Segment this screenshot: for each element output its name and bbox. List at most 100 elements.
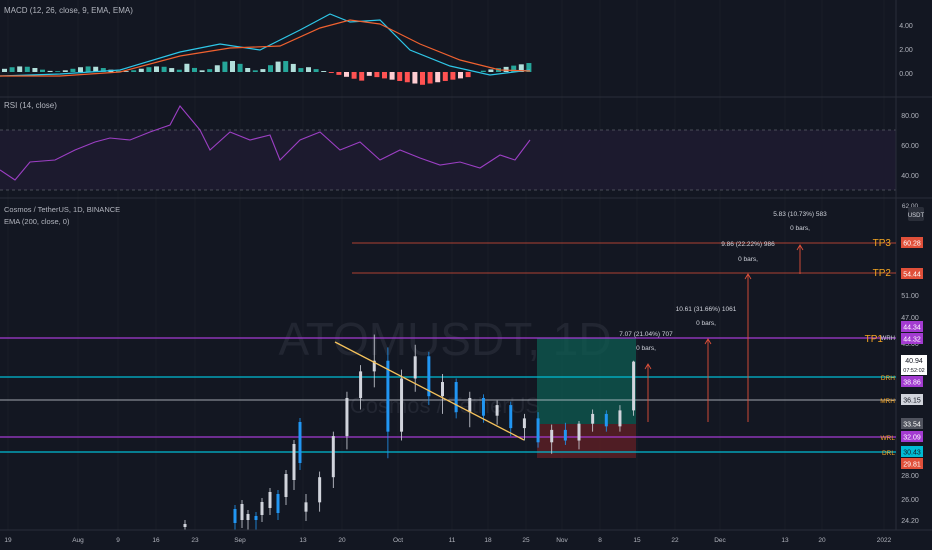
- candle-body: [268, 492, 272, 508]
- current-price: 40.94: [905, 358, 923, 365]
- rsi-title: RSI (14, close): [4, 101, 57, 110]
- macd-hist-bar: [146, 67, 152, 72]
- candle-body: [563, 429, 567, 441]
- candle-body: [522, 418, 526, 429]
- macd-hist-bar: [138, 68, 144, 72]
- tp3-price: 60.28: [903, 241, 921, 248]
- drh-price-badge: [901, 376, 923, 387]
- macd-hist-bar: [306, 67, 311, 72]
- arrow-4[interactable]: [796, 244, 804, 274]
- wrl-price-badge: [901, 431, 923, 442]
- wrh-tag: WRH: [881, 336, 895, 342]
- candle-body: [276, 494, 280, 513]
- measure-label-2a: 9.86 (22.22%) 986: [721, 241, 775, 248]
- candle-body: [331, 436, 335, 478]
- macd-tick-2: 2.00: [899, 47, 913, 54]
- price-title: Cosmos / TetherUS, 1D, BINANCE: [4, 205, 120, 214]
- drl-price: 30.43: [903, 450, 921, 457]
- macd-hist-bar: [366, 72, 372, 76]
- time-tick-9: 11: [449, 537, 456, 544]
- macd-hist-bar: [351, 72, 357, 79]
- macd-panel[interactable]: [0, 13, 532, 85]
- macd-hist-bar: [40, 69, 45, 72]
- profit-zone[interactable]: [537, 338, 636, 424]
- candle-body: [372, 360, 376, 372]
- time-tick-8: Oct: [393, 537, 403, 544]
- tp1-price: 44.32: [903, 337, 921, 344]
- candle-body: [246, 514, 250, 520]
- stop-price-badge: [901, 458, 923, 469]
- candle-body: [183, 524, 187, 527]
- macd-hist-bar: [230, 61, 235, 72]
- candle-body: [260, 502, 264, 515]
- currency-badge[interactable]: [908, 207, 924, 221]
- macd-hist-bar: [85, 66, 91, 72]
- macd-hist-bar: [450, 72, 456, 80]
- macd-hist-bar: [161, 66, 167, 72]
- time-tick-15: 22: [671, 537, 679, 544]
- macd-hist-bar: [78, 67, 83, 72]
- current-price-badge: [901, 355, 927, 375]
- macd-hist-bar: [359, 72, 365, 81]
- measure-label-1b: 0 bars,: [790, 225, 810, 232]
- macd-hist-bar: [93, 66, 99, 72]
- macd-hist-bar: [442, 72, 448, 81]
- candle-body: [386, 360, 390, 432]
- candle-body: [413, 356, 417, 379]
- time-tick-0: 19: [4, 537, 12, 544]
- macd-hist-bar: [275, 61, 281, 72]
- tp2-price: 54.44: [903, 272, 921, 279]
- time-tick-17: 13: [781, 537, 789, 544]
- macd-hist-bar: [55, 71, 61, 72]
- macd-hist-bar: [465, 72, 471, 78]
- time-tick-10: 18: [484, 537, 492, 544]
- macd-tick-1: 4.00: [899, 23, 913, 30]
- time-tick-11: 25: [522, 537, 530, 544]
- watermark-name: Cosmos / TetherUS: [350, 393, 540, 418]
- tp3-price-badge: [901, 237, 923, 248]
- drl-price-badge: [901, 446, 923, 457]
- time-tick-14: 15: [633, 537, 641, 544]
- macd-hist-bar: [169, 68, 175, 72]
- signal-line: [0, 19, 531, 77]
- rsi-panel[interactable]: [0, 105, 531, 181]
- candle-body: [345, 397, 349, 437]
- macd-hist-bar: [283, 61, 289, 72]
- macd-hist-bar: [382, 72, 387, 79]
- price-tick-2: 51.00: [901, 293, 919, 300]
- arrow-1[interactable]: [644, 363, 652, 422]
- candle-body: [304, 502, 308, 512]
- macd-hist-bar: [420, 72, 425, 85]
- mrh-price: 36.15: [903, 398, 921, 405]
- macd-hist-bar: [9, 67, 15, 72]
- time-tick-6: 13: [299, 537, 307, 544]
- time-tick-18: 20: [818, 537, 826, 544]
- macd-hist-bar: [488, 69, 494, 72]
- trend-line[interactable]: [334, 341, 525, 441]
- candle-body: [632, 361, 636, 411]
- macd-hist-bar: [62, 70, 68, 72]
- macd-hist-bar: [458, 72, 463, 79]
- tp1-tag: TP1: [865, 334, 884, 345]
- measure-label-3b: 0 bars,: [696, 320, 716, 327]
- candle-body: [400, 378, 404, 432]
- measure-label-4b: 0 bars,: [636, 345, 656, 352]
- measure-arrows[interactable]: [644, 244, 804, 422]
- candles-layer[interactable]: [183, 334, 636, 530]
- arrow-2[interactable]: [704, 338, 712, 422]
- arrow-3[interactable]: [744, 273, 752, 422]
- macd-hist-bar: [245, 68, 251, 72]
- macd-hist-bar: [412, 72, 418, 84]
- macd-hist-bar: [260, 69, 266, 72]
- macd-line: [0, 13, 531, 77]
- stop-price: 29.81: [903, 462, 921, 469]
- macd-hist-bar: [389, 72, 395, 80]
- wrl-tag: WRL: [881, 435, 896, 442]
- macd-hist-bar: [526, 63, 532, 72]
- candle-body: [454, 382, 458, 413]
- time-axis[interactable]: 19 Aug 9 16 23 Sep 13 20 Oct 11 18 25 Nov 8 15 22 Dec 13 2…: [4, 537, 891, 544]
- candle-body: [618, 410, 622, 427]
- time-tick-12: Nov: [556, 537, 568, 544]
- measure-label-1a: 5.83 (10.73%) 583: [773, 211, 827, 218]
